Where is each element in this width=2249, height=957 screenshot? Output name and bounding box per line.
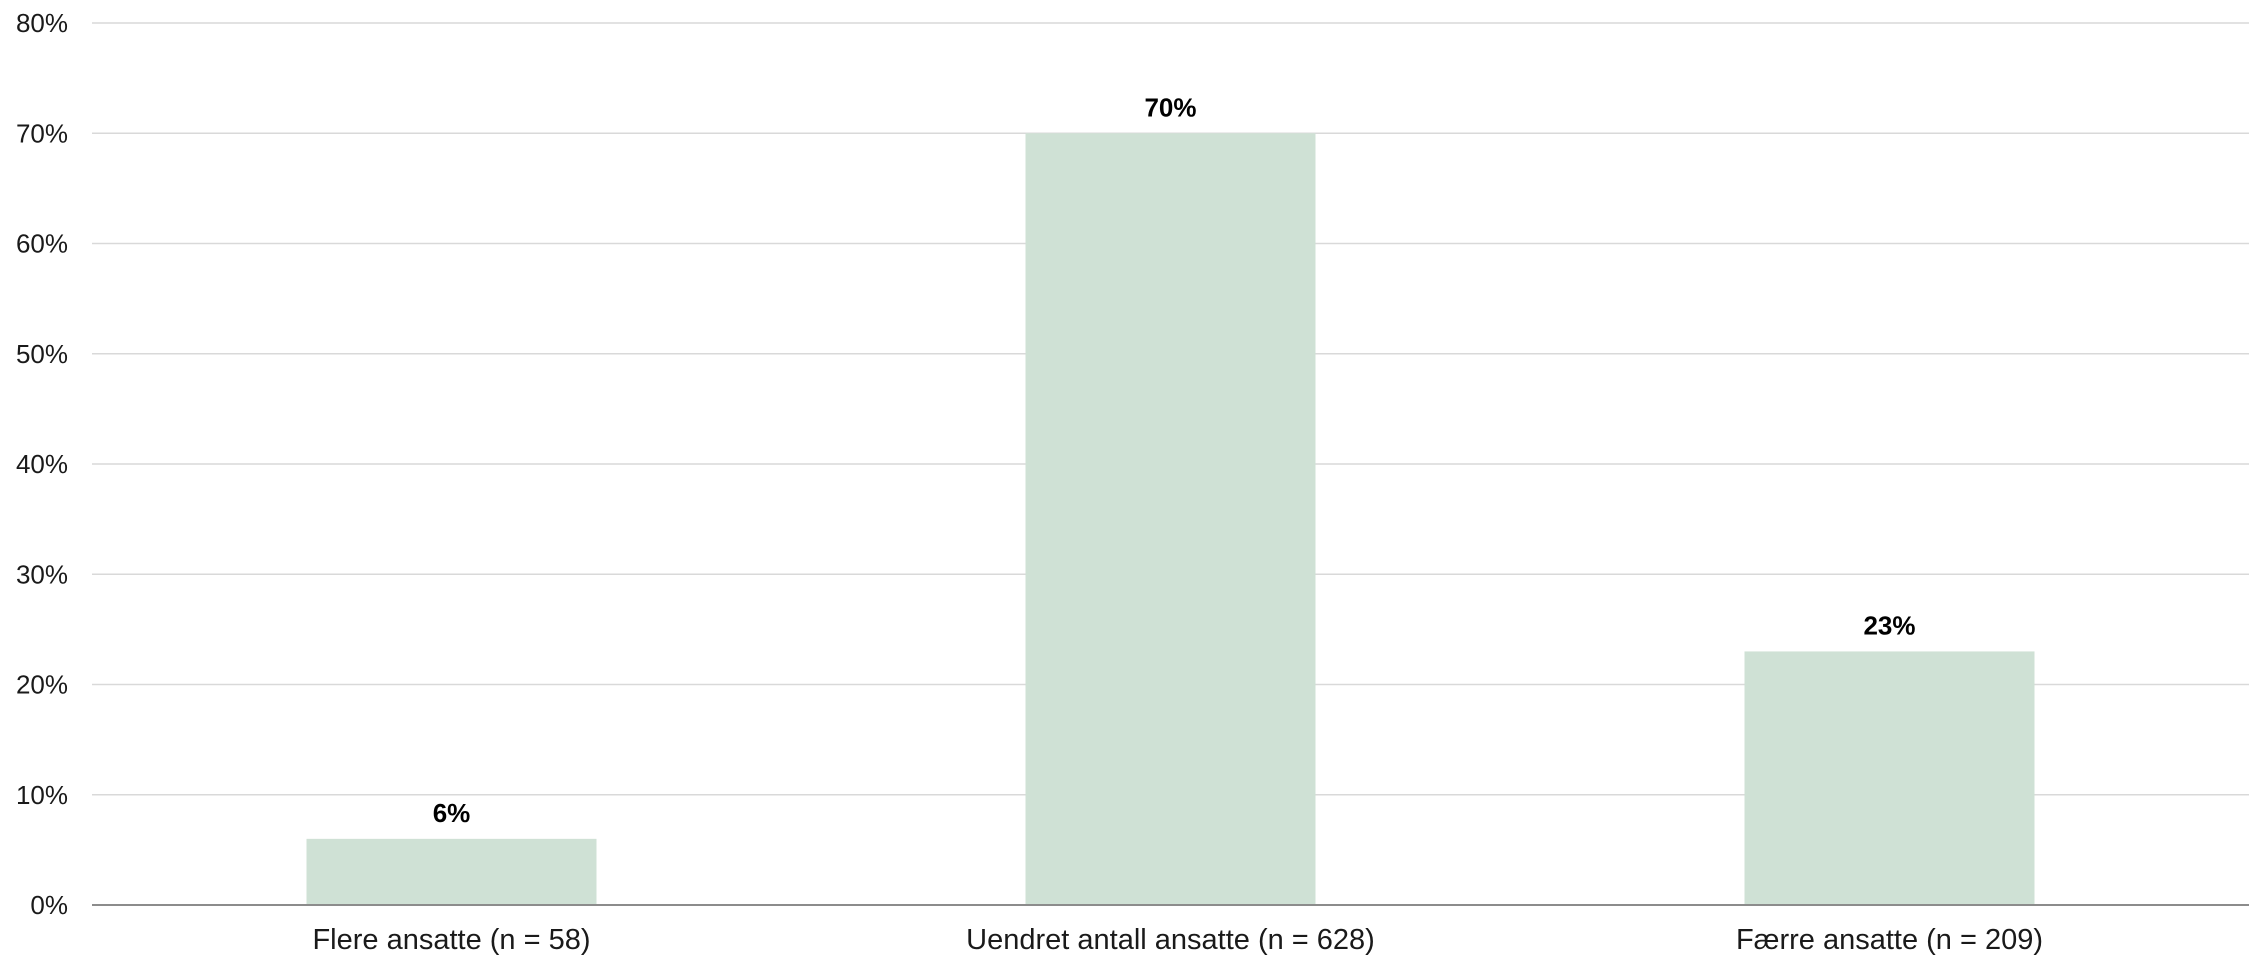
y-tick-label: 30% [16, 559, 68, 589]
y-tick-label: 0% [30, 890, 68, 920]
y-tick-label: 40% [16, 449, 68, 479]
y-tick-label: 60% [16, 229, 68, 259]
y-tick-label: 80% [16, 8, 68, 38]
data-labels: 6% 70% 23% [433, 92, 1916, 828]
data-label-2: 70% [1144, 92, 1196, 122]
y-tick-label: 10% [16, 780, 68, 810]
bar-1 [306, 838, 597, 905]
y-tick-label: 50% [16, 339, 68, 369]
y-tick-label: 70% [16, 118, 68, 148]
x-category-label-2: Uendret antall ansatte (n = 628) [966, 924, 1375, 956]
x-category-label-3: Færre ansatte (n = 209) [1736, 924, 2043, 956]
data-label-3: 23% [1863, 610, 1915, 640]
y-axis-ticks: 0% 10% 20% 30% 40% 50% 60% 70% 80% [16, 8, 68, 920]
x-axis-categories: Flere ansatte (n = 58) Uendret antall ans… [312, 924, 2043, 956]
data-label-1: 6% [433, 798, 471, 828]
bars [306, 133, 2035, 905]
y-tick-label: 20% [16, 670, 68, 700]
x-category-label-1: Flere ansatte (n = 58) [312, 924, 590, 956]
bar-2 [1025, 133, 1316, 905]
bar-3 [1744, 651, 2035, 905]
